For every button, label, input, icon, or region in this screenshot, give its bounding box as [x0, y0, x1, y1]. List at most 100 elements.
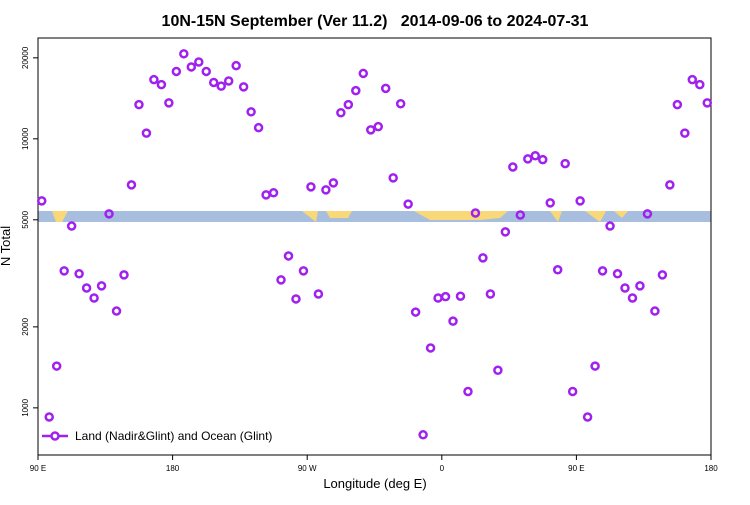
point — [149, 74, 159, 85]
point — [261, 190, 271, 200]
point — [582, 412, 593, 422]
plot-frame — [37, 37, 712, 456]
point — [238, 82, 249, 92]
point — [642, 209, 653, 219]
point — [283, 251, 294, 261]
point — [463, 386, 473, 397]
point — [650, 306, 660, 316]
y-tick-label: 5000 — [21, 210, 30, 228]
point — [448, 316, 458, 326]
y-axis-label: N Total — [0, 226, 13, 266]
point — [478, 253, 488, 263]
point — [366, 125, 376, 135]
point — [433, 293, 443, 303]
x-tick-label: 180 — [704, 464, 718, 473]
point — [253, 122, 264, 133]
point — [66, 221, 77, 231]
x-tick-label: 0 — [440, 464, 445, 473]
x-tick-label: 90 E — [30, 464, 46, 473]
point — [470, 208, 481, 218]
point — [508, 162, 518, 172]
point — [590, 361, 600, 371]
point — [627, 293, 638, 303]
point — [201, 66, 211, 77]
legend-label: Land (Nadir&Glint) and Ocean (Glint) — [75, 429, 272, 443]
point — [111, 306, 122, 316]
y-tick-label: 2000 — [21, 317, 30, 335]
point — [493, 365, 503, 375]
point — [276, 275, 286, 285]
point — [403, 199, 413, 209]
point — [373, 121, 383, 132]
point — [500, 227, 511, 237]
point — [306, 182, 316, 192]
point — [126, 180, 137, 190]
point — [298, 266, 309, 276]
point — [538, 154, 548, 165]
point — [523, 154, 533, 164]
point — [194, 57, 204, 67]
point — [134, 99, 144, 110]
point — [545, 198, 555, 208]
point — [380, 83, 391, 94]
point — [665, 180, 675, 190]
point — [395, 99, 406, 109]
point — [605, 221, 615, 231]
point — [388, 173, 398, 183]
y-tick-label: 20000 — [21, 46, 30, 69]
point — [680, 128, 690, 138]
point — [635, 281, 645, 291]
point — [96, 281, 107, 291]
point — [119, 270, 129, 280]
point — [36, 196, 47, 206]
point — [171, 66, 182, 77]
point — [575, 196, 585, 206]
point — [455, 291, 466, 301]
point — [164, 98, 174, 108]
point — [223, 76, 234, 86]
point — [657, 270, 668, 280]
point — [567, 386, 578, 397]
point — [560, 158, 570, 169]
point — [216, 81, 226, 91]
point — [418, 430, 428, 440]
point — [321, 185, 331, 195]
point — [51, 361, 62, 371]
point — [485, 289, 496, 299]
point — [156, 79, 167, 90]
point — [695, 79, 705, 90]
x-tick-label: 180 — [166, 464, 180, 473]
point — [208, 77, 219, 88]
point — [552, 265, 563, 275]
point — [246, 107, 256, 117]
y-tick-label: 1000 — [21, 398, 30, 416]
y-tick-label: 10000 — [21, 127, 30, 150]
point — [141, 128, 152, 138]
point — [179, 49, 189, 59]
point — [358, 68, 369, 79]
point — [425, 343, 436, 353]
point — [89, 293, 99, 303]
chart-title: 10N-15N September (Ver 11.2) 2014-09-06 … — [162, 13, 589, 30]
point — [343, 99, 354, 110]
point — [515, 210, 526, 220]
point — [351, 85, 361, 96]
point — [687, 74, 698, 85]
point — [672, 99, 683, 110]
point — [612, 269, 623, 279]
point — [81, 283, 92, 293]
point — [597, 266, 608, 276]
point — [74, 269, 84, 279]
x-tick-label: 90 E — [568, 464, 584, 473]
point — [104, 209, 114, 219]
point — [702, 98, 713, 108]
point — [186, 62, 197, 72]
point — [410, 307, 421, 317]
legend-marker — [50, 431, 60, 441]
point — [44, 412, 54, 422]
point — [231, 60, 241, 71]
point — [59, 266, 69, 276]
point — [530, 151, 541, 161]
land-mask — [38, 211, 711, 222]
